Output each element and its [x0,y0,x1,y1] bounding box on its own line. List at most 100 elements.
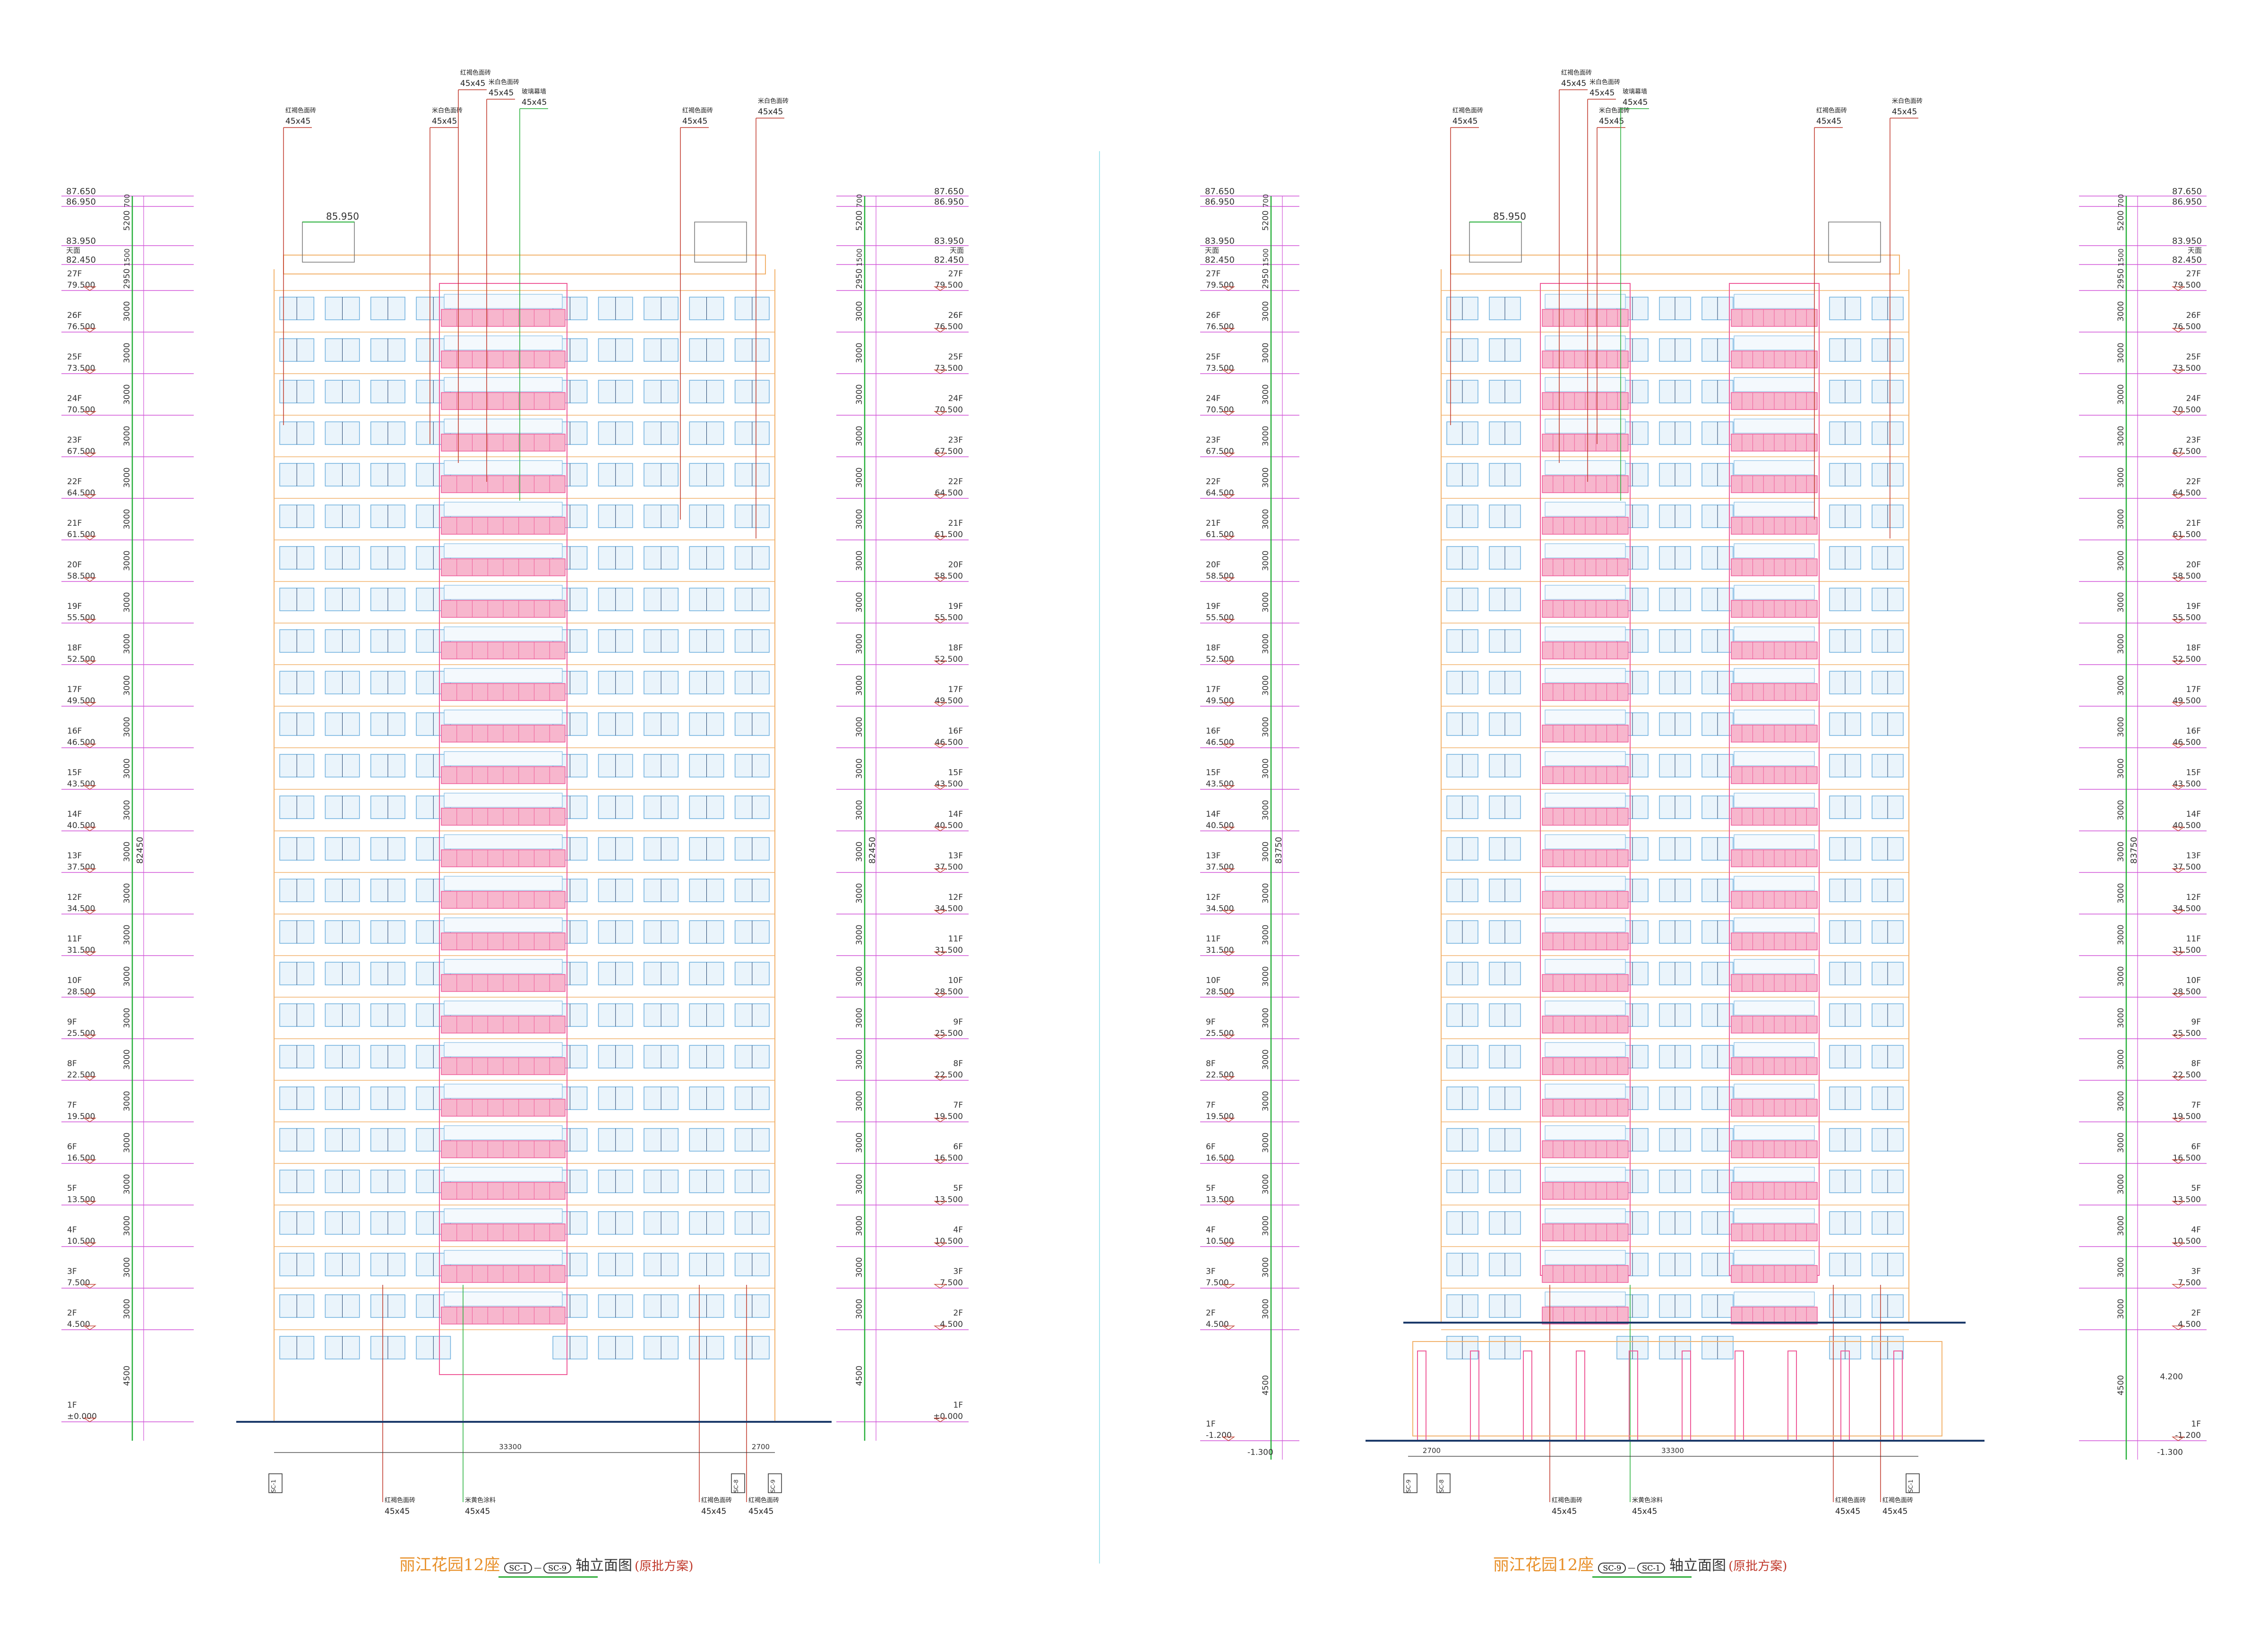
balcony-glazing [1734,626,1815,641]
podium-pier [1787,1350,1797,1441]
floor-label: 7F [2191,1101,2201,1110]
floor-level-value: 79.500 [67,281,95,290]
floor-level-value: 19.500 [2173,1112,2201,1121]
callout-label: 红褐色面砖 [285,107,316,114]
below-level: -1.300 [2157,1448,2183,1457]
balcony-glazing [1734,585,1815,600]
floor-level-value: 52.500 [1206,655,1234,664]
podium-pier [1417,1350,1426,1441]
right-title-underline [1592,1576,1692,1578]
level-marker [2172,1076,2185,1081]
floor-dimension: 3000 [1261,1008,1271,1028]
level-marker [1222,1325,1235,1330]
floor-level-value: 64.500 [2173,488,2201,498]
floor-label: 15F [1206,768,1220,778]
floor-dimension: 3000 [122,1008,132,1028]
floor-level-value: 16.500 [935,1154,963,1163]
floor-dimension: 3000 [855,717,864,737]
roof-label: 天面 [1205,246,1219,255]
floor-label: 11F [948,934,963,944]
floor-dimension: 3000 [2116,675,2126,695]
left-title-note: (原批方案) [635,1559,694,1573]
floor-dimension: 3000 [855,301,864,321]
floor-label: 26F [1206,311,1220,320]
floor-dimension: 3000 [122,1049,132,1069]
callout-label: 米白色面砖 [1599,107,1630,114]
below-level-left: -1.300 [1247,1448,1273,1457]
floor-label: 17F [948,685,963,694]
callout-label: 米白色面砖 [1892,97,1923,105]
floor-dimension: 3000 [122,675,132,695]
balcony-glazing [1545,668,1626,683]
level-marker [83,785,96,790]
floor-level-value: 58.500 [67,572,95,581]
floor-level-value: 10.500 [67,1237,95,1246]
floor-label: 9F [67,1017,77,1027]
floor-label: 15F [67,768,82,778]
floor-level-value: 37.500 [935,863,963,872]
balcony-glazing [444,917,563,932]
floor-level-value: 46.500 [1206,738,1234,747]
level-marker [2172,785,2185,790]
dimension-top: 1500 [2117,248,2125,266]
floor-dimension: 3000 [855,883,864,903]
floor-level-value: 10.500 [935,1237,963,1246]
floor-level-value: 13.500 [1206,1195,1234,1205]
floor-dimension: 3000 [855,841,864,862]
level-marker [83,1418,96,1422]
floor-label: 9F [2191,1017,2201,1027]
end-dimension: 2700 [752,1443,770,1451]
level-marker [934,910,947,915]
level-top-value: 82.450 [66,255,96,265]
floor-dimension: 3000 [122,1257,132,1277]
level-marker [1222,744,1235,748]
floor-level-value: 31.500 [1206,946,1234,955]
floor-dimension: 3000 [2116,1299,2126,1319]
floor-label: 25F [948,352,963,362]
floor-dimension: 3000 [122,841,132,862]
floor-level-value: 37.500 [67,863,95,872]
callout-size: 45x45 [1599,117,1624,126]
floor-level-value: 22.500 [67,1070,95,1080]
level-marker [1222,1436,1235,1441]
floor-level-value: 34.500 [2173,904,2201,914]
level-marker [934,577,947,582]
floor-level-value: 43.500 [1206,779,1234,789]
roof-tower-right [694,222,747,263]
roof-tower-left [302,222,355,263]
floor-dimension: 3000 [1261,1091,1271,1111]
floor-dimension: 3000 [122,1299,132,1319]
level-marker [83,619,96,624]
callout-label-bottom: 米黄色涂料 [465,1496,496,1504]
right-title-name: 丽江花园12座 [1493,1556,1594,1574]
floor-dimension: 3000 [855,509,864,529]
floor-label: 13F [67,851,82,861]
level-marker [934,411,947,416]
floor-level-value: 40.500 [2173,821,2201,830]
level-marker [934,1159,947,1164]
floor-level-value: 10.500 [1206,1237,1234,1246]
balcony-glazing [1734,709,1815,725]
balcony-glazing [1734,419,1815,434]
level-marker [83,660,96,665]
floor-dimension: 3000 [1261,1049,1271,1069]
balcony-glazing [1545,585,1626,600]
level-marker [2172,910,2185,915]
floor-label: 7F [1206,1101,1216,1110]
dimension-ground: 4500 [2116,1375,2126,1395]
level-top-value: 82.450 [2172,255,2202,265]
dimension-ground: 4500 [1261,1375,1271,1395]
level-marker [83,993,96,998]
balcony-glazing [1545,502,1626,517]
floor-level-value: 43.500 [935,779,963,789]
level-marker [934,369,947,374]
floor-level-value: 67.500 [2173,447,2201,456]
level-marker [1222,1076,1235,1081]
balcony-glazing [444,876,563,891]
floor-label: 6F [2191,1142,2201,1152]
axis-bubble-label: SC-1 [1907,1479,1914,1493]
level-top-value: 86.950 [2172,197,2202,207]
level-marker [1222,411,1235,416]
level-marker [83,744,96,748]
callout-size-bottom: 45x45 [385,1507,410,1516]
